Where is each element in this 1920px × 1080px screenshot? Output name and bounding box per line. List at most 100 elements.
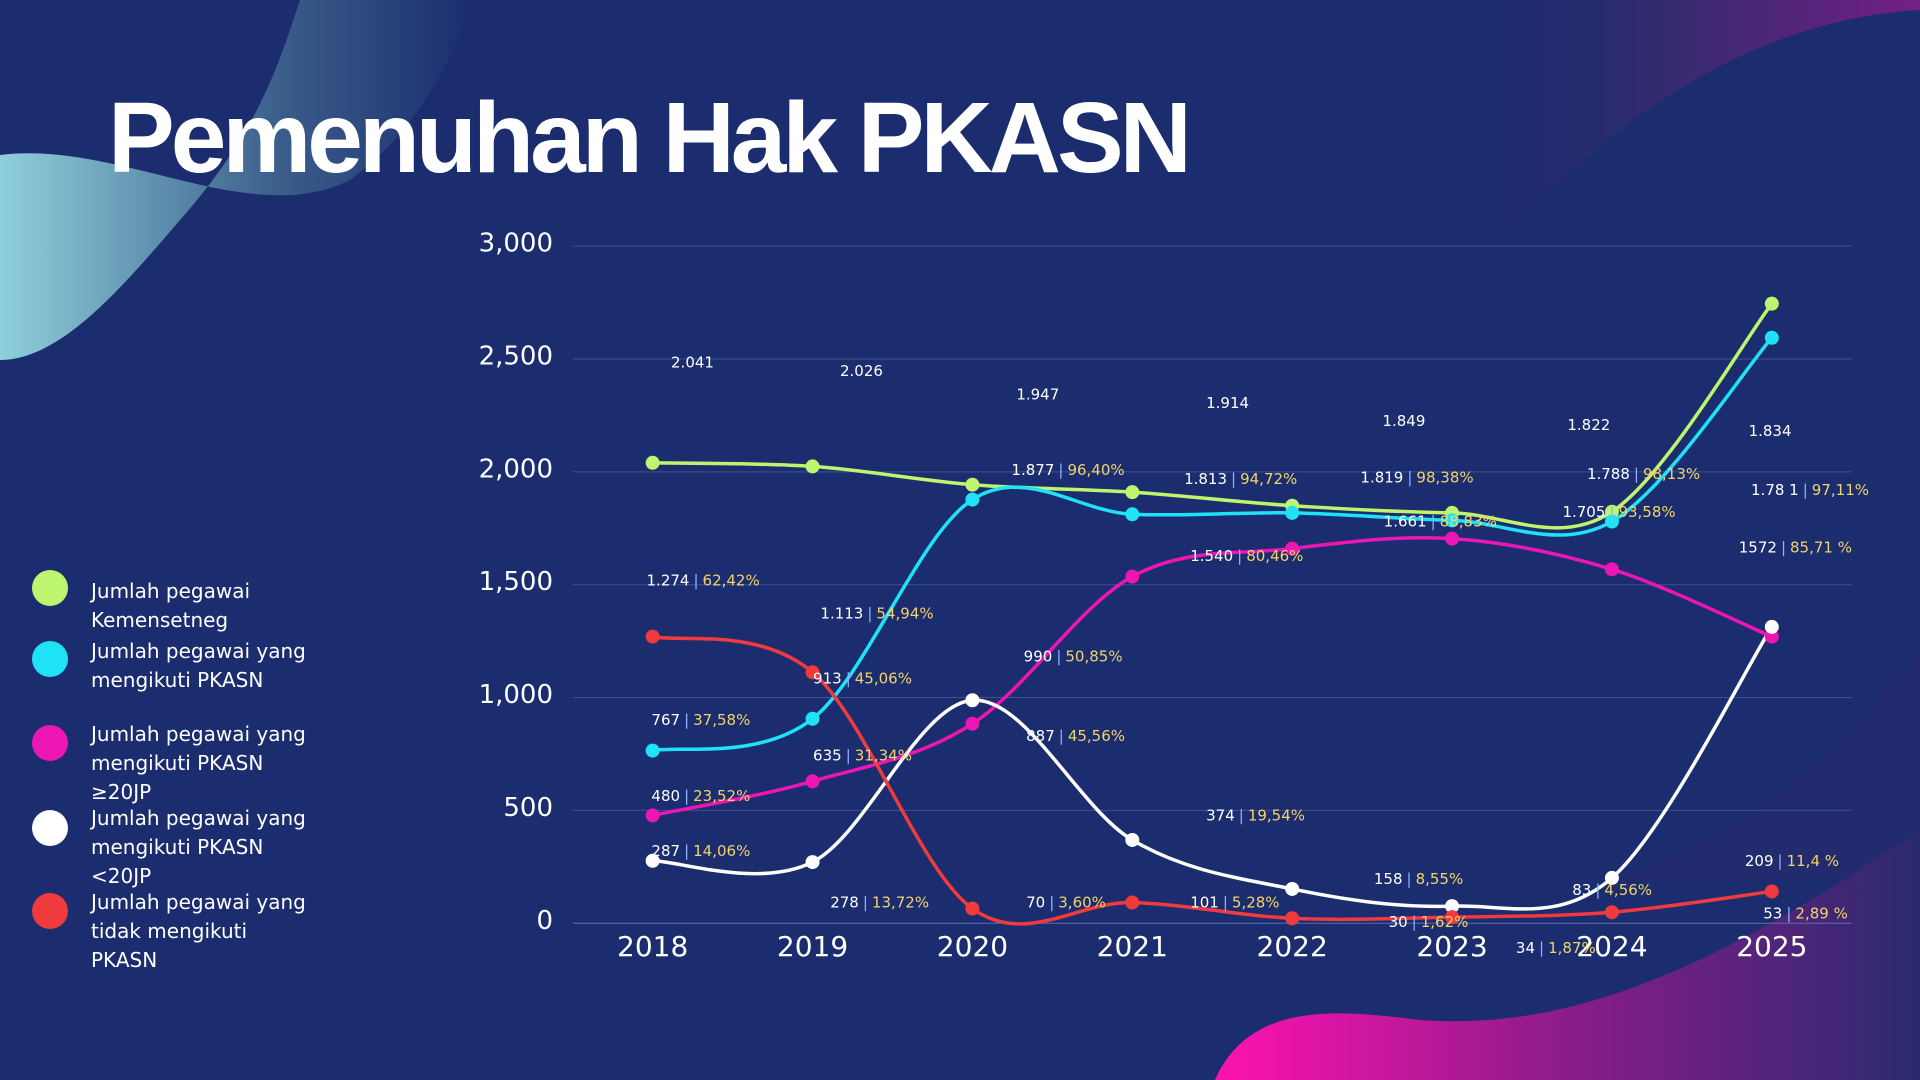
annotation-percent: 8,55%: [1416, 870, 1464, 888]
annotation-count: 1.813: [1184, 469, 1227, 487]
annotation-count: 209: [1745, 851, 1774, 869]
data-annotation: 1.540 | 80,46%: [1190, 546, 1303, 564]
data-point: [805, 774, 820, 789]
annotation-separator: |: [684, 786, 689, 804]
annotation-count: 1.849: [1382, 412, 1425, 430]
annotation-percent: 11,4 %: [1787, 851, 1839, 869]
data-point: [1445, 899, 1460, 914]
x-tick-label: 2020: [937, 930, 1008, 963]
data-point: [1604, 562, 1619, 577]
annotation-separator: |: [693, 571, 698, 589]
data-point: [1125, 485, 1140, 500]
decor-right: [1600, 650, 1920, 880]
annotation-separator: |: [1803, 480, 1808, 498]
data-point: [1764, 330, 1779, 345]
data-annotation: 1.877 | 96,40%: [1011, 461, 1124, 479]
annotation-separator: |: [1239, 806, 1244, 824]
annotation-separator: |: [1058, 461, 1063, 479]
data-annotation: 70 | 3,60%: [1026, 893, 1106, 911]
annotation-percent: 3,60%: [1058, 893, 1106, 911]
data-annotation: 1.274 | 62,42%: [647, 571, 760, 589]
annotation-percent: 94,72%: [1240, 469, 1297, 487]
annotation-percent: 13,72%: [872, 893, 929, 911]
annotation-count: 1.661: [1384, 512, 1427, 530]
data-point: [1445, 531, 1460, 546]
annotation-separator: |: [684, 842, 689, 860]
data-annotation: 1.947: [1016, 385, 1059, 403]
decor-bottom-right: [1215, 830, 1920, 1080]
data-annotation: 278 | 13,72%: [830, 893, 929, 911]
data-point: [805, 711, 820, 726]
annotation-separator: |: [1407, 870, 1412, 888]
data-annotation: 480 | 23,52%: [651, 786, 750, 804]
annotation-count: 287: [651, 842, 680, 860]
data-point: [1764, 296, 1779, 311]
data-annotation: 1.834: [1749, 422, 1792, 440]
y-tick-label: 0: [536, 906, 553, 936]
data-point: [645, 808, 660, 823]
y-tick-label: 500: [503, 793, 553, 823]
data-annotation: 101 | 5,28%: [1190, 893, 1279, 911]
chart-title: Pemenuhan Hak PKASN: [108, 82, 1188, 194]
annotation-percent: 96,40%: [1067, 461, 1124, 479]
annotation-count: 1.788: [1587, 464, 1630, 482]
x-tick-label: 2024: [1576, 930, 1647, 963]
data-point: [1125, 895, 1140, 910]
legend-label: Jumlah pegawai yang mengikuti PKASN ≥20J…: [91, 722, 306, 804]
annotation-percent: 45,56%: [1068, 726, 1125, 744]
data-point: [1445, 910, 1460, 925]
annotation-separator: |: [1049, 893, 1054, 911]
data-annotation: 287 | 14,06%: [651, 842, 750, 860]
data-annotation: 209 | 11,4 %: [1745, 851, 1839, 869]
series-line: [652, 536, 1773, 818]
data-annotation: 1.813 | 94,72%: [1184, 469, 1297, 487]
annotation-separator: |: [867, 604, 872, 622]
data-annotation: 2.026: [840, 362, 883, 380]
data-annotation: 1.113 | 54,94%: [820, 604, 933, 622]
data-annotation: 1.822: [1567, 415, 1610, 433]
annotation-separator: |: [1781, 538, 1786, 556]
annotation-separator: |: [1237, 546, 1242, 564]
annotation-count: 30: [1389, 913, 1408, 931]
annotation-percent: 62,42%: [703, 571, 760, 589]
data-annotation: 53 | 2,89 %: [1763, 904, 1848, 922]
data-point: [805, 665, 820, 680]
annotation-percent: 54,94%: [876, 604, 933, 622]
annotation-count: 887: [1026, 726, 1055, 744]
annotation-percent: 37,58%: [693, 711, 750, 729]
annotation-percent: 19,54%: [1248, 806, 1305, 824]
annotation-percent: 4,56%: [1604, 881, 1652, 899]
data-point: [965, 716, 980, 731]
data-point: [1125, 832, 1140, 847]
legend-marker: [32, 725, 68, 761]
annotation-count: 1.274: [647, 571, 690, 589]
data-annotation: 1.914: [1206, 393, 1249, 411]
annotation-percent: 98,38%: [1416, 468, 1473, 486]
annotation-count: 1.540: [1190, 546, 1233, 564]
annotation-separator: |: [1595, 881, 1600, 899]
y-tick-label: 2,000: [479, 454, 553, 484]
annotation-percent: 23,52%: [693, 786, 750, 804]
legend-marker: [32, 893, 68, 929]
decor-top-left: [0, 0, 470, 360]
annotation-separator: |: [863, 893, 868, 911]
data-point: [805, 855, 820, 870]
annotation-separator: |: [684, 711, 689, 729]
annotation-percent: 88,83%: [1440, 512, 1497, 530]
legend-label: Jumlah pegawai yang mengikuti PKASN <20J…: [91, 806, 306, 888]
annotation-percent: 97,11%: [1812, 480, 1869, 498]
annotation-count: 1.877: [1011, 461, 1054, 479]
annotation-count: 1.78 1: [1751, 480, 1799, 498]
data-point: [1285, 881, 1300, 896]
data-annotation: 1.661 | 88,83%: [1384, 512, 1497, 530]
data-point: [1125, 507, 1140, 522]
data-point: [805, 459, 820, 474]
annotation-count: 2.041: [671, 353, 714, 371]
data-point: [965, 477, 980, 492]
annotation-count: 1.705: [1562, 502, 1605, 520]
annotation-count: 990: [1024, 647, 1053, 665]
data-annotation: 767 | 37,58%: [651, 711, 750, 729]
annotation-separator: |: [1778, 851, 1783, 869]
